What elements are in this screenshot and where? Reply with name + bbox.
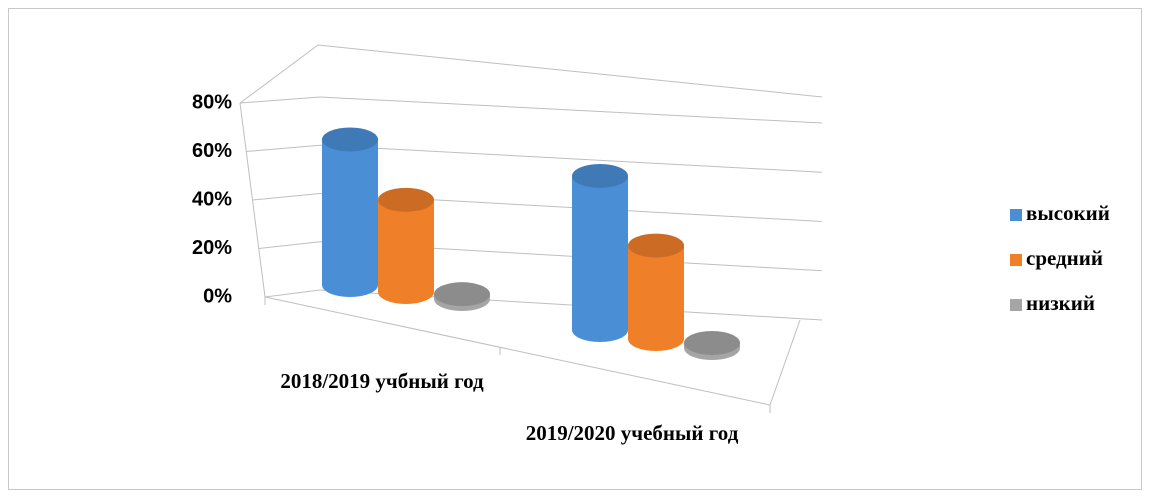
legend-swatch (1010, 209, 1022, 221)
floor-front-edge (264, 296, 771, 406)
side-wall-top (239, 44, 319, 104)
legend-swatch (1010, 299, 1022, 311)
floor-right-edge (769, 319, 801, 406)
y-tick-label: 60% (192, 140, 232, 162)
grid-line (246, 144, 321, 152)
grid-line (252, 193, 321, 201)
bar (572, 163, 628, 342)
bar-body (628, 245, 684, 351)
y-tick-label: 20% (192, 237, 232, 259)
grid-line (319, 144, 823, 173)
back-wall-top (317, 44, 823, 98)
legend-label: низкий (1026, 291, 1095, 315)
bar (378, 187, 434, 304)
legend-label: высокий (1026, 201, 1110, 225)
bar-top (322, 127, 378, 152)
y-tick-label: 80% (192, 91, 232, 113)
grid-line (239, 96, 321, 104)
x-tick-label: 2018/2019 учбный год (280, 369, 484, 393)
bar-top (434, 282, 490, 307)
grid-line (264, 289, 321, 298)
bar-body (378, 199, 434, 304)
y-tick-label: 40% (192, 188, 232, 210)
bar-body (322, 139, 378, 297)
grid-line (319, 96, 823, 124)
bar-body (572, 175, 628, 342)
bar (684, 330, 740, 360)
grid-line (258, 241, 321, 249)
bar-top (378, 187, 434, 212)
bar (322, 127, 378, 297)
y-tick-label: 0% (203, 285, 232, 307)
legend-swatch (1010, 254, 1022, 266)
bar-top (572, 163, 628, 188)
bar (628, 233, 684, 351)
bar-top (628, 233, 684, 258)
legend-label: средний (1026, 246, 1103, 270)
bar (434, 282, 490, 311)
x-tick-label: 2019/2020 учебный год (525, 421, 739, 445)
bar-top (684, 330, 740, 355)
chart-border (8, 8, 1142, 490)
